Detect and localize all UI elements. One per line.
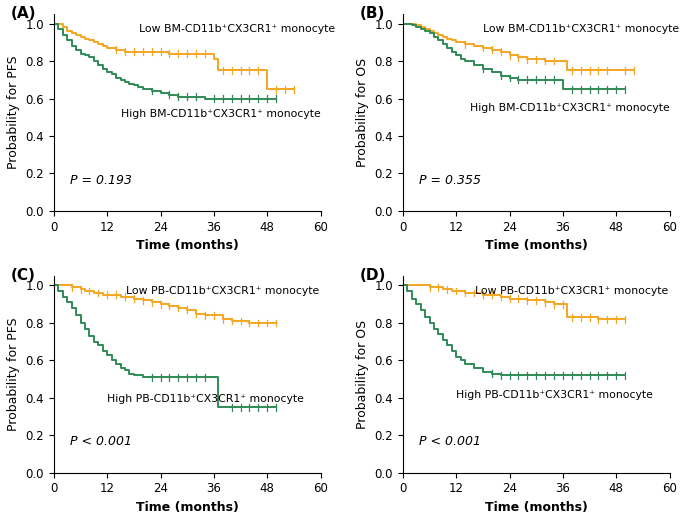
Text: P < 0.001: P < 0.001 bbox=[419, 436, 481, 449]
X-axis label: Time (months): Time (months) bbox=[136, 501, 239, 514]
Text: High BM-CD11b⁺CX3CR1⁺ monocyte: High BM-CD11b⁺CX3CR1⁺ monocyte bbox=[120, 109, 321, 119]
Text: High PB-CD11b⁺CX3CR1⁺ monocyte: High PB-CD11b⁺CX3CR1⁺ monocyte bbox=[107, 394, 304, 404]
X-axis label: Time (months): Time (months) bbox=[485, 239, 587, 252]
Text: High PB-CD11b⁺CX3CR1⁺ monocyte: High PB-CD11b⁺CX3CR1⁺ monocyte bbox=[456, 390, 653, 400]
Text: P = 0.355: P = 0.355 bbox=[419, 173, 481, 187]
Y-axis label: Probability for PFS: Probability for PFS bbox=[7, 318, 20, 431]
Text: (B): (B) bbox=[360, 6, 386, 21]
X-axis label: Time (months): Time (months) bbox=[136, 239, 239, 252]
Text: Low BM-CD11b⁺CX3CR1⁺ monocyte: Low BM-CD11b⁺CX3CR1⁺ monocyte bbox=[483, 24, 679, 34]
Text: P < 0.001: P < 0.001 bbox=[70, 436, 132, 449]
Y-axis label: Probability for OS: Probability for OS bbox=[356, 320, 369, 429]
Text: (C): (C) bbox=[11, 268, 36, 283]
Text: (D): (D) bbox=[360, 268, 386, 283]
Text: Low PB-CD11b⁺CX3CR1⁺ monocyte: Low PB-CD11b⁺CX3CR1⁺ monocyte bbox=[126, 286, 319, 296]
Text: High BM-CD11b⁺CX3CR1⁺ monocyte: High BM-CD11b⁺CX3CR1⁺ monocyte bbox=[470, 103, 669, 113]
Text: Low PB-CD11b⁺CX3CR1⁺ monocyte: Low PB-CD11b⁺CX3CR1⁺ monocyte bbox=[475, 286, 668, 296]
Text: (A): (A) bbox=[11, 6, 36, 21]
Y-axis label: Probability for OS: Probability for OS bbox=[356, 58, 369, 167]
X-axis label: Time (months): Time (months) bbox=[485, 501, 587, 514]
Text: P = 0.193: P = 0.193 bbox=[70, 173, 132, 187]
Text: Low BM-CD11b⁺CX3CR1⁺ monocyte: Low BM-CD11b⁺CX3CR1⁺ monocyte bbox=[139, 24, 335, 34]
Y-axis label: Probability for PFS: Probability for PFS bbox=[7, 56, 20, 169]
